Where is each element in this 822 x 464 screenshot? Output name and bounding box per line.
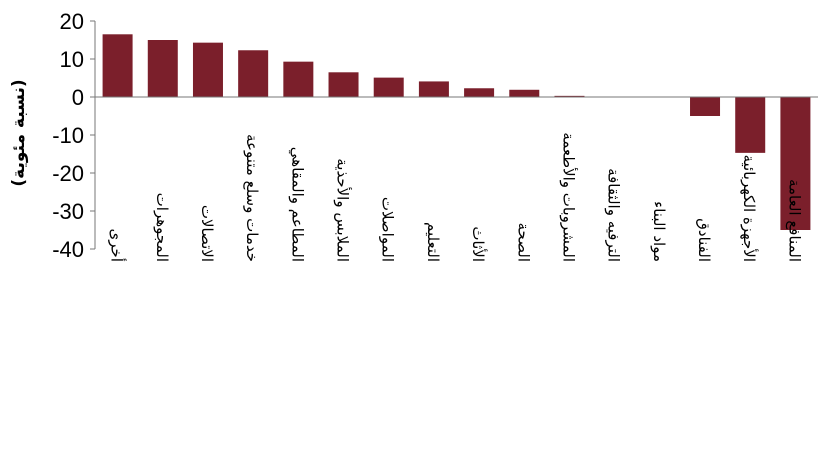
x-tick-label: المواصلات — [379, 197, 397, 262]
x-tick-label: الصحة — [514, 223, 532, 262]
bars-group — [102, 34, 811, 230]
y-tick-label: 10 — [60, 47, 84, 72]
x-tick-label: الفنادق — [695, 218, 713, 262]
x-tick-label: الاتصالات — [198, 205, 216, 262]
x-tick-label: المنافع العامة — [785, 179, 803, 262]
bar — [238, 50, 269, 97]
bar — [102, 34, 133, 97]
bar — [418, 81, 449, 97]
y-tick-label: -10 — [52, 123, 84, 148]
bar — [192, 42, 223, 97]
x-tick-label: المشروبات والأطعمة — [559, 132, 578, 262]
x-tick-labels: أخرى المجوهرات الاتصالات خدمات وسلع متنوعة ا… — [108, 132, 804, 262]
y-tick-label: -30 — [52, 199, 84, 224]
y-tick-label: 20 — [60, 9, 84, 34]
bar — [328, 72, 359, 97]
bar — [283, 61, 314, 97]
bar — [554, 95, 585, 97]
x-tick-label: خدمات وسلع متنوعة — [243, 134, 261, 262]
y-tick-label: -40 — [52, 237, 84, 262]
x-tick-label: المطاعم والمقاهي — [287, 147, 306, 262]
x-tick-label: الأجهزة الكهربائية — [740, 154, 759, 262]
y-axis: 20 10 0 -10 -20 -30 -40 — [52, 9, 818, 262]
x-tick-label: المجوهرات — [153, 193, 171, 262]
y-axis-label: (نسبة مئوية) — [9, 79, 29, 186]
x-tick-label: مواد البناء — [650, 201, 668, 262]
bar — [464, 88, 495, 97]
y-tick-label: -20 — [52, 161, 84, 186]
x-tick-label: الأثاث — [469, 226, 488, 262]
bar — [373, 77, 404, 97]
bar — [509, 89, 540, 97]
x-tick-label: أخرى — [108, 229, 127, 262]
bar — [690, 97, 721, 116]
x-tick-label: التعليم — [424, 222, 442, 262]
y-tick-label: 0 — [72, 85, 84, 110]
bar — [735, 97, 766, 153]
bar — [780, 97, 811, 230]
x-tick-label: الترفيه والثقافة — [605, 168, 623, 262]
x-tick-label: الملابس والأحذية — [334, 158, 353, 262]
bar — [147, 40, 178, 97]
